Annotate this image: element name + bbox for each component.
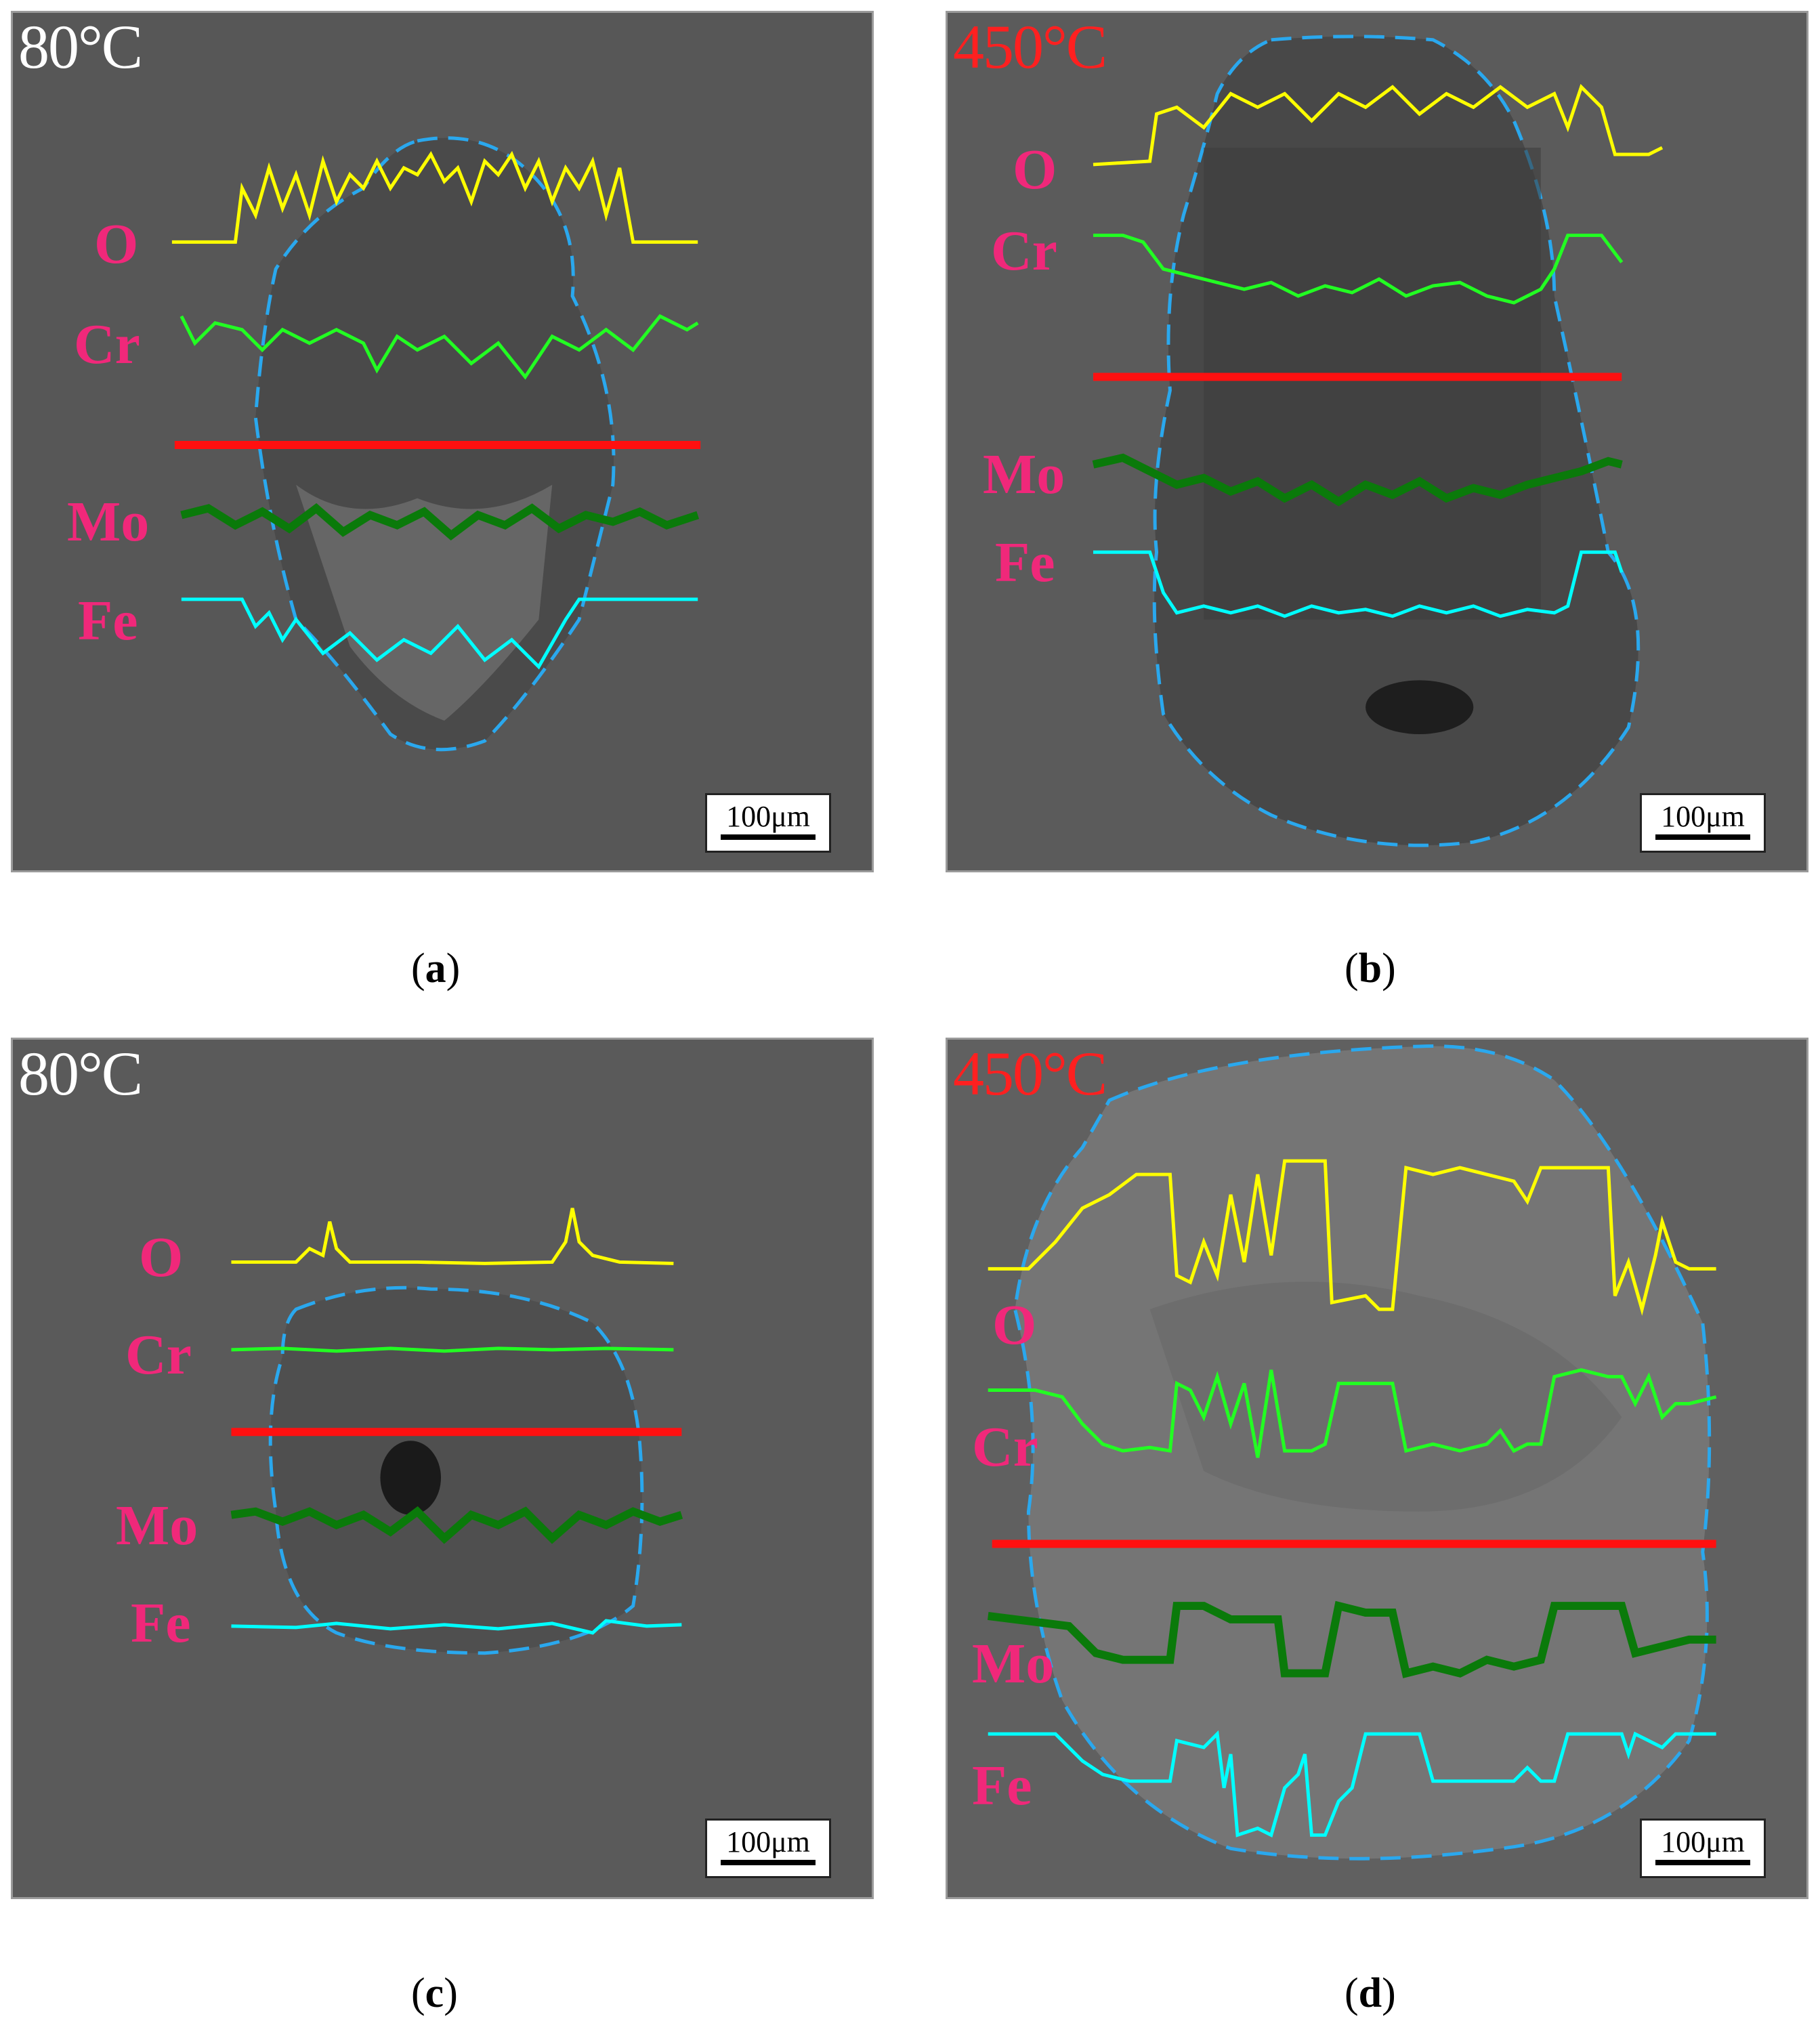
sem-panel-b: 450°C O Cr Mo Fe 100μm xyxy=(946,11,1808,872)
scale-bar-text-b: 100μm xyxy=(1661,800,1745,833)
scale-bar-c: 100μm xyxy=(705,1819,831,1878)
element-label-cr-a: Cr xyxy=(74,313,140,376)
scale-bar-line-a xyxy=(721,834,816,840)
element-label-cr-d: Cr xyxy=(972,1416,1038,1479)
element-label-fe-c: Fe xyxy=(131,1592,191,1655)
caption-d: (d) xyxy=(1345,1970,1396,2016)
scale-bar-line-b xyxy=(1655,834,1750,840)
scale-bar-text-d: 100μm xyxy=(1661,1825,1745,1858)
element-label-mo-b: Mo xyxy=(983,443,1065,506)
temperature-label-d: 450°C xyxy=(953,1039,1107,1108)
temperature-label-c: 80°C xyxy=(18,1039,143,1108)
element-label-mo-c: Mo xyxy=(116,1494,198,1557)
element-label-cr-c: Cr xyxy=(125,1323,192,1386)
element-label-mo-a: Mo xyxy=(67,490,150,553)
sem-micrograph-c xyxy=(13,1040,872,1897)
element-label-cr-b: Cr xyxy=(991,219,1057,282)
scale-bar-text-c: 100μm xyxy=(726,1825,810,1858)
scale-bar-line-c xyxy=(721,1860,816,1865)
scale-bar-text-a: 100μm xyxy=(726,800,810,833)
sem-panel-a: 80°C O Cr Mo Fe 100μm xyxy=(11,11,874,872)
temperature-label-b: 450°C xyxy=(953,12,1107,81)
temperature-label-a: 80°C xyxy=(18,12,143,81)
scale-bar-d: 100μm xyxy=(1640,1819,1766,1878)
element-label-o-b: O xyxy=(1013,138,1057,201)
caption-b: (b) xyxy=(1345,945,1396,992)
scale-bar-line-d xyxy=(1655,1860,1750,1865)
element-label-fe-b: Fe xyxy=(995,531,1055,594)
sem-micrograph-b xyxy=(948,13,1806,870)
caption-a: (a) xyxy=(411,945,461,992)
scale-bar-a: 100μm xyxy=(705,793,831,853)
element-label-mo-d: Mo xyxy=(972,1632,1055,1695)
scale-bar-b: 100μm xyxy=(1640,793,1766,853)
element-label-o-a: O xyxy=(94,213,139,276)
sem-micrograph-a xyxy=(13,13,872,870)
element-label-fe-d: Fe xyxy=(972,1754,1032,1817)
element-label-fe-a: Fe xyxy=(78,589,138,652)
caption-c: (c) xyxy=(411,1970,458,2016)
element-label-o-c: O xyxy=(139,1226,184,1289)
sem-micrograph-d xyxy=(948,1040,1806,1897)
sem-panel-d: 450°C O Cr Mo Fe 100μm xyxy=(946,1038,1808,1899)
sem-panel-c: 80°C O Cr Mo Fe 100μm xyxy=(11,1038,874,1899)
element-label-o-d: O xyxy=(992,1294,1037,1357)
